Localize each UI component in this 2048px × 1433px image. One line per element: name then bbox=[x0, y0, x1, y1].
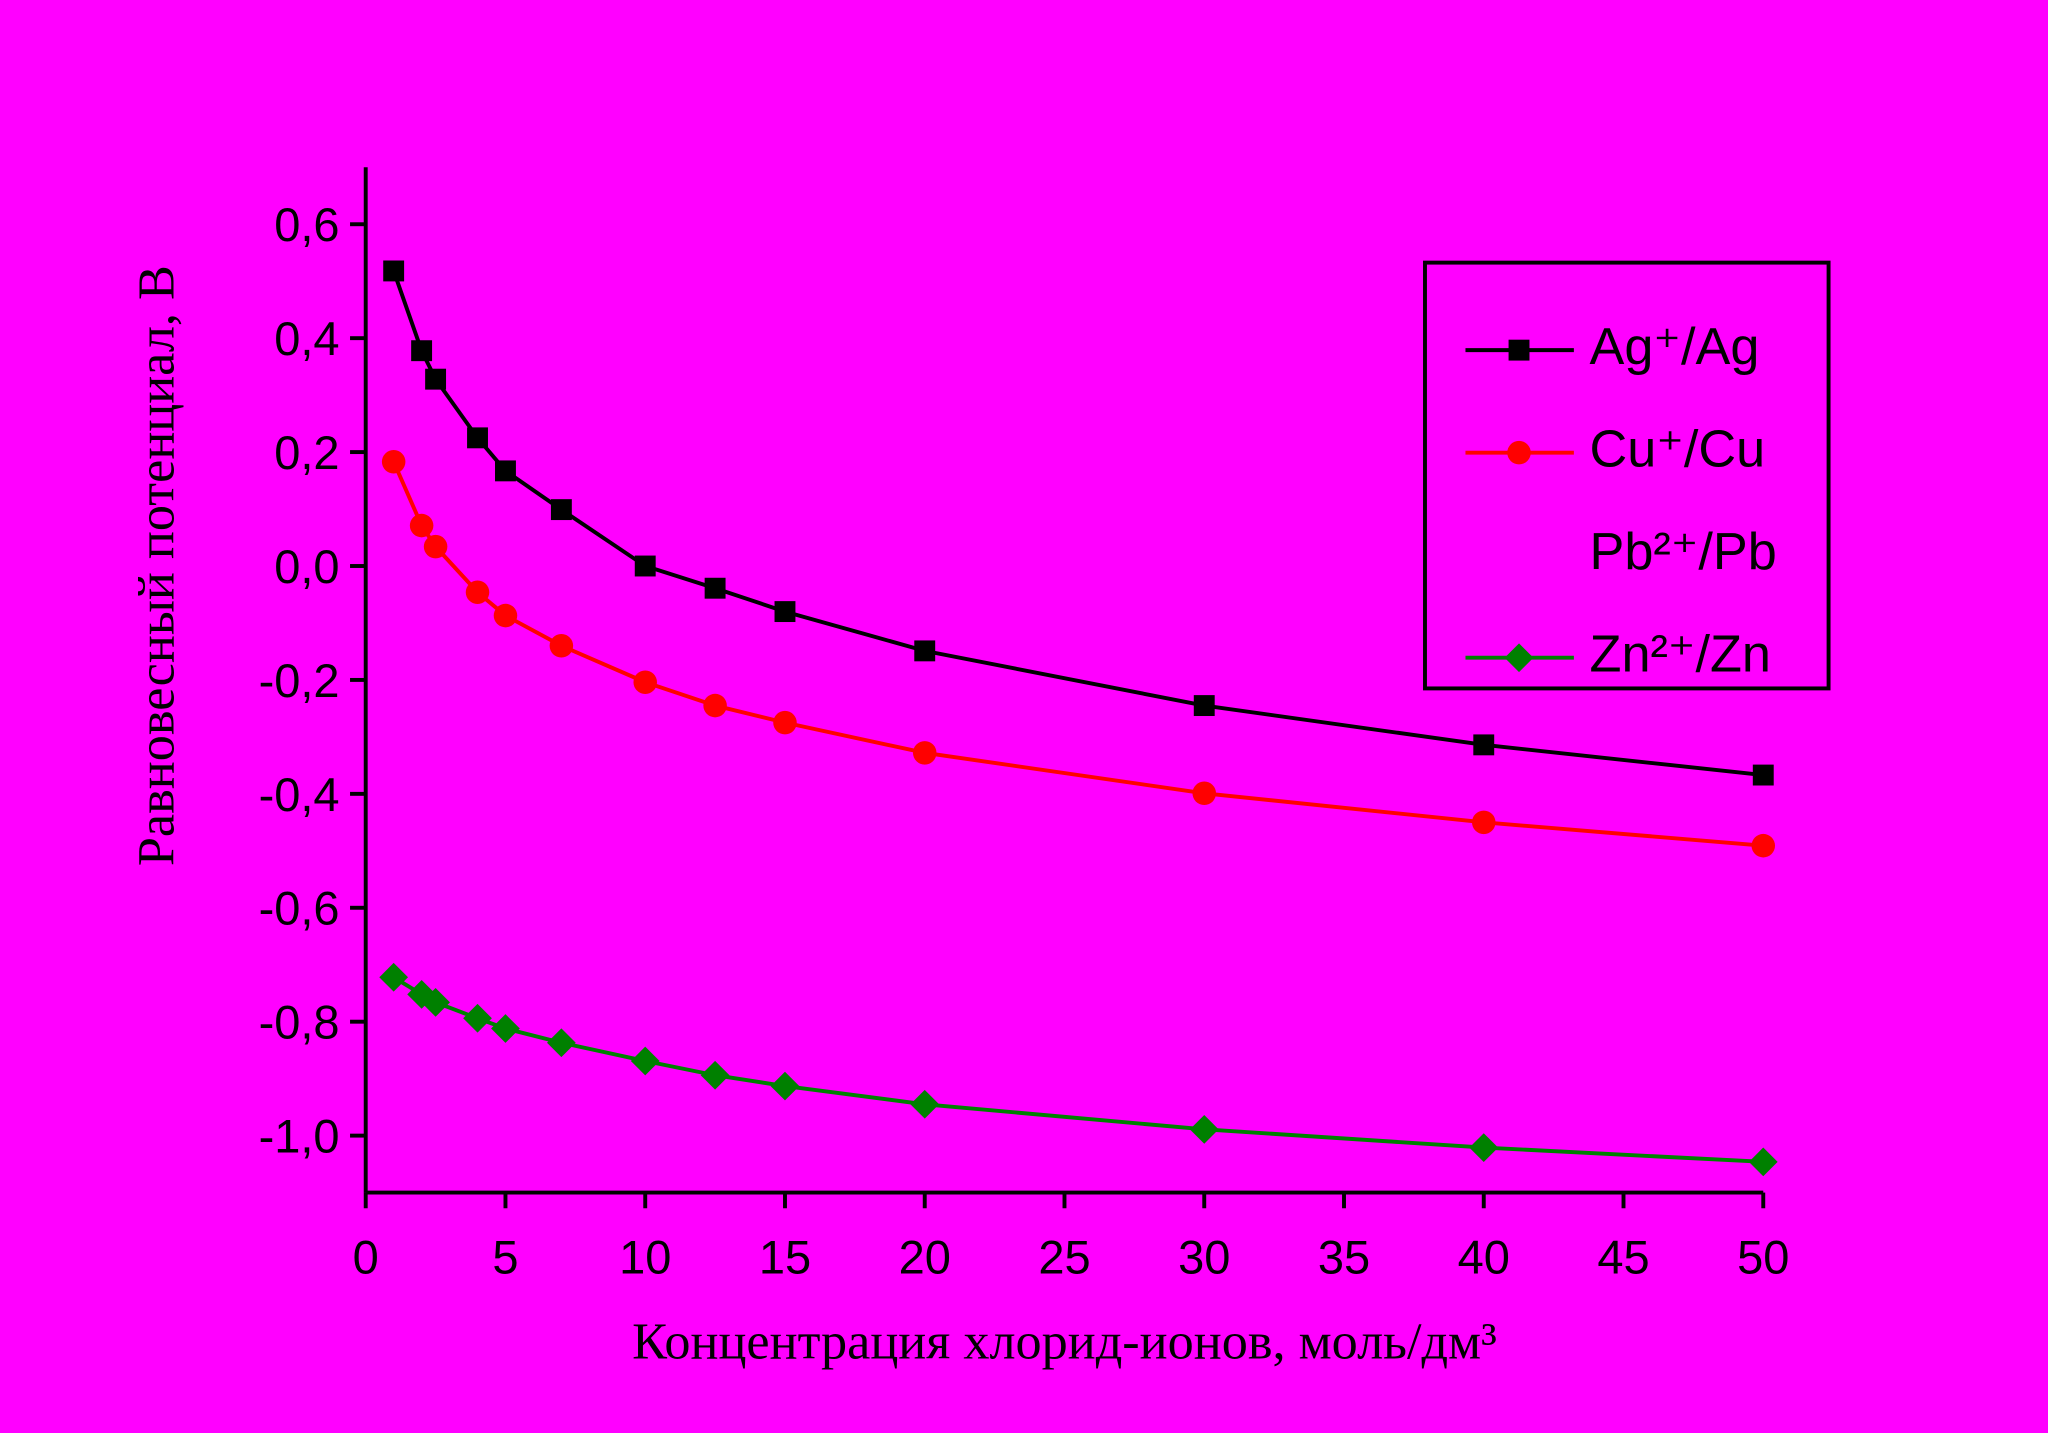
marker bbox=[493, 603, 518, 628]
marker bbox=[1469, 1133, 1499, 1162]
marker bbox=[1508, 339, 1530, 361]
marker bbox=[1748, 1147, 1778, 1177]
y-tick-label: 0,6 bbox=[274, 198, 339, 251]
x-tick-label: 0 bbox=[353, 1231, 379, 1284]
x-tick-label: 30 bbox=[1178, 1231, 1230, 1284]
marker bbox=[491, 1014, 520, 1043]
marker bbox=[770, 1071, 800, 1101]
y-tick-label: -0,8 bbox=[259, 996, 340, 1049]
marker bbox=[1193, 695, 1215, 717]
marker bbox=[379, 962, 409, 992]
marker bbox=[1505, 544, 1533, 569]
legend-label: Pb²⁺/Pb bbox=[1590, 523, 1777, 581]
marker bbox=[1189, 1114, 1219, 1144]
marker bbox=[547, 1028, 576, 1058]
marker bbox=[463, 1003, 492, 1033]
y-tick-label: 0,2 bbox=[274, 426, 339, 479]
marker bbox=[1751, 833, 1776, 858]
x-tick-label: 40 bbox=[1458, 1231, 1510, 1284]
marker bbox=[381, 450, 406, 474]
marker bbox=[914, 640, 936, 662]
legend-label: Cu⁺/Cu bbox=[1590, 420, 1766, 478]
marker bbox=[634, 555, 656, 577]
marker bbox=[703, 693, 727, 718]
x-tick-label: 5 bbox=[492, 1231, 518, 1284]
marker bbox=[465, 580, 490, 604]
marker bbox=[411, 340, 433, 362]
marker bbox=[1192, 781, 1216, 806]
marker bbox=[495, 460, 516, 482]
marker bbox=[550, 499, 572, 521]
y-tick-label: -0,6 bbox=[259, 882, 340, 935]
marker bbox=[1752, 764, 1774, 786]
x-tick-label: 20 bbox=[899, 1231, 951, 1284]
marker bbox=[704, 577, 726, 599]
y-tick-label: 0,0 bbox=[274, 540, 339, 593]
marker bbox=[1507, 440, 1531, 465]
marker bbox=[633, 670, 657, 694]
marker bbox=[421, 987, 450, 1017]
marker bbox=[774, 601, 796, 623]
x-tick-label: 10 bbox=[619, 1231, 671, 1284]
marker bbox=[1473, 734, 1495, 756]
legend-label: Zn²⁺/Zn bbox=[1590, 626, 1771, 684]
marker bbox=[773, 710, 797, 735]
x-tick-label: 25 bbox=[1038, 1231, 1090, 1284]
y-tick-label: 0,4 bbox=[274, 312, 339, 365]
x-tick-label: 35 bbox=[1318, 1231, 1370, 1284]
marker bbox=[912, 741, 937, 765]
y-axis-label: Равновесный потенциал, В bbox=[128, 265, 186, 866]
marker bbox=[1472, 810, 1496, 835]
x-tick-label: 45 bbox=[1597, 1231, 1649, 1284]
marker bbox=[549, 633, 574, 658]
marker bbox=[383, 260, 405, 282]
marker bbox=[423, 534, 448, 559]
marker bbox=[630, 1046, 660, 1076]
marker bbox=[409, 513, 434, 538]
x-axis-label: Концентрация хлорид-ионов, моль/дм³ bbox=[632, 1312, 1497, 1370]
y-tick-label: -0,2 bbox=[259, 654, 340, 707]
x-tick-label: 15 bbox=[759, 1231, 811, 1284]
y-tick-label: -0,4 bbox=[259, 768, 340, 821]
marker bbox=[467, 427, 488, 449]
marker bbox=[425, 368, 447, 390]
y-tick-label: -1,0 bbox=[259, 1110, 340, 1163]
x-tick-label: 50 bbox=[1737, 1231, 1789, 1284]
legend-box bbox=[1423, 260, 1831, 691]
legend-label: Ag⁺/Ag bbox=[1590, 318, 1760, 376]
